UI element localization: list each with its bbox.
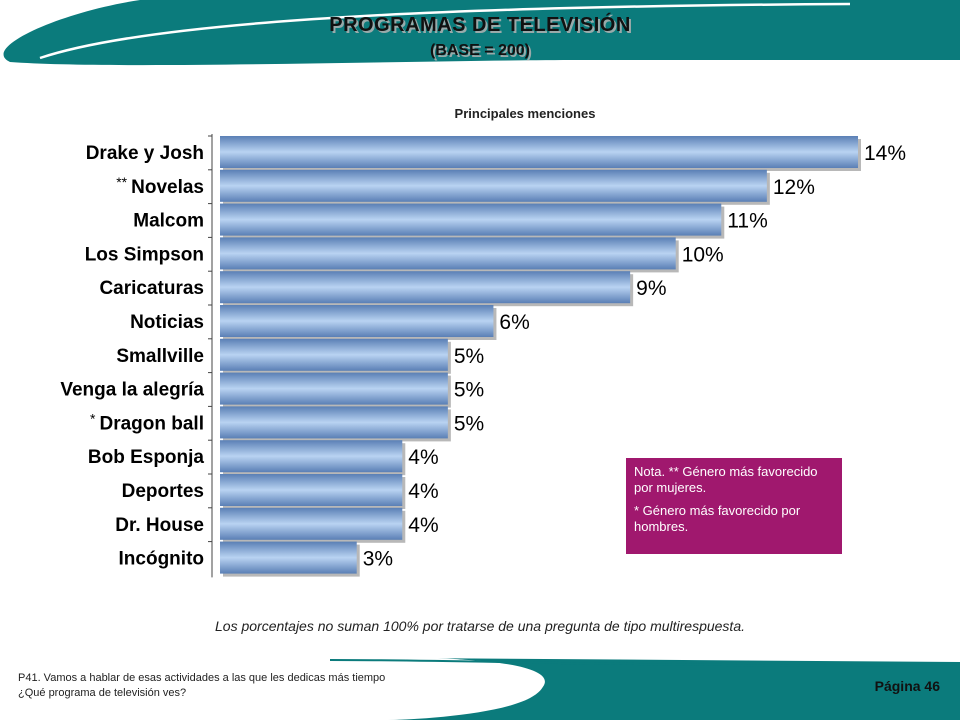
value-label: 9% [636,277,666,300]
note-women: Nota. ** Género más favorecido por mujer… [634,464,818,495]
page-title: PROGRAMAS DE TELEVISIÓN [329,14,631,36]
page-number: Página 46 [874,678,940,694]
value-label: 11% [727,210,767,233]
category-label: Malcom [133,211,204,232]
value-label: 5% [454,345,484,368]
chart-heading: Principales menciones [454,106,596,121]
value-label: 14% [864,142,906,165]
value-label: 4% [408,446,438,469]
value-label: 5% [454,412,484,435]
value-label: 6% [499,311,529,334]
note-box: Nota. ** Género más favorecido por mujer… [626,458,842,554]
category-label: Smallville [116,346,204,367]
value-label: 4% [408,480,438,503]
category-label: Caricaturas [99,278,204,299]
bar [220,169,767,202]
bar [220,507,403,540]
category-marker: * [90,410,96,426]
bar [220,440,403,473]
bar [220,474,403,506]
footnote: Los porcentajes no suman 100% por tratar… [215,618,745,634]
note-men: * Género más favorecido por hombres. [634,503,801,534]
category-label: Dragon ball [99,413,204,434]
bar [220,237,676,270]
page-subtitle: (BASE = 200) [429,42,531,59]
category-label: Noticias [130,312,204,333]
question-text: P41. Vamos a hablar de esas actividades … [18,671,488,701]
bar [220,271,631,304]
category-label: Venga la alegría [60,380,204,401]
category-label: Dr. House [115,515,204,536]
category-label: Los Simpson [85,244,204,265]
bar [220,136,858,168]
question-line-2: ¿Qué programa de televisión ves? [18,687,187,699]
value-label: 4% [408,514,438,537]
category-label: Novelas [131,177,204,198]
bar [220,372,448,405]
category-label: Incógnito [119,549,204,570]
value-label: 10% [682,243,724,266]
value-label: 12% [773,176,815,199]
value-label: 5% [454,379,484,402]
category-label: Drake y Josh [86,143,204,164]
bar [220,305,494,337]
bar [220,203,722,236]
bar [220,338,448,371]
bar [220,541,357,574]
category-label: Bob Esponja [88,447,205,468]
value-label: 3% [363,548,393,571]
bar [220,406,448,439]
category-marker: ** [116,174,127,190]
category-label: Deportes [122,481,204,502]
question-line-1: P41. Vamos a hablar de esas actividades … [18,672,386,684]
